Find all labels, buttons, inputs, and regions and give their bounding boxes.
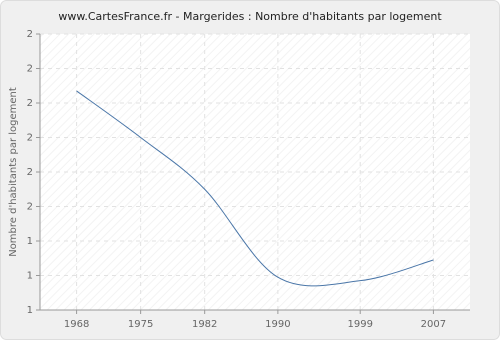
y-tick-label: 1	[27, 271, 33, 282]
y-tick-label: 2	[27, 167, 33, 178]
plot-area	[40, 34, 470, 310]
y-tick-label: 2	[27, 29, 33, 40]
x-tick-label: 1968	[64, 319, 89, 330]
y-axis-label: Nombre d'habitants par logement	[8, 87, 19, 257]
x-tick-label: 1975	[128, 319, 153, 330]
x-tick-label: 1982	[192, 319, 217, 330]
line	[76, 90, 434, 287]
chart-title: www.CartesFrance.fr - Margerides : Nombr…	[58, 10, 442, 23]
x-tick-label: 2007	[421, 319, 446, 330]
x-tick-label: 1990	[265, 319, 290, 330]
y-tick-label: 2	[27, 64, 33, 75]
x-tick-label: 1999	[347, 319, 372, 330]
y-tick-label: 2	[27, 202, 33, 213]
y-tick-label: 2	[27, 98, 33, 109]
y-tick-label: 1	[27, 305, 33, 316]
y-tick-label: 1	[27, 236, 33, 247]
y-tick-label: 2	[27, 133, 33, 144]
